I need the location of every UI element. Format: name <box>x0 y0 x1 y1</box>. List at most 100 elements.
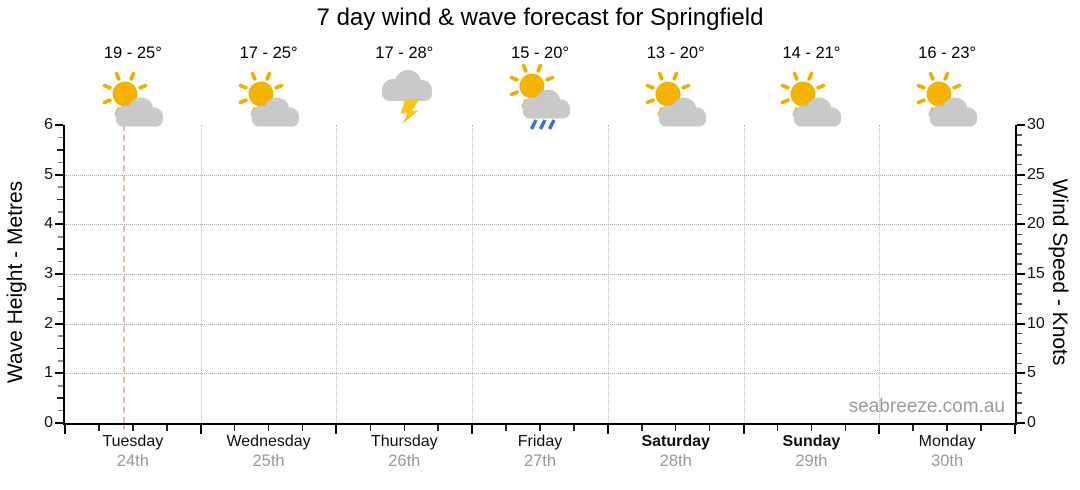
y-left-tick-label: 4 <box>44 215 53 233</box>
y-left-tick-label: 0 <box>44 414 53 431</box>
x-minor-tick <box>844 425 847 431</box>
y-right-tick-label: 20 <box>1027 215 1045 233</box>
vgridline <box>336 125 338 423</box>
hgridline <box>65 373 1015 375</box>
x-minor-tick <box>539 425 541 431</box>
y-right-tick <box>1017 322 1025 325</box>
x-minor-tick <box>641 425 643 431</box>
y-right-tick <box>1017 342 1022 345</box>
day-name-label: Saturday <box>641 433 710 450</box>
x-minor-tick <box>98 425 100 431</box>
y-right-tick <box>1017 144 1022 146</box>
day-date-label: 25th <box>252 452 285 470</box>
temperature-range-label: 19 - 25° <box>103 44 162 62</box>
y-right-tick <box>1017 173 1025 176</box>
y-left-tick-label: 2 <box>44 314 53 332</box>
day-date-label: 24th <box>116 452 149 470</box>
temperature-range-label: 14 - 21° <box>782 44 841 62</box>
current-time-line <box>123 125 126 423</box>
x-major-tick <box>335 425 338 434</box>
y-left-tick <box>57 298 63 300</box>
y-right-tick <box>1017 213 1022 216</box>
y-left-tick <box>58 211 63 213</box>
y-left-tick <box>55 422 63 424</box>
y-left-tick <box>58 260 63 263</box>
x-minor-tick <box>980 425 982 431</box>
temperature-range-label: 17 - 25° <box>239 44 298 62</box>
hgridline <box>65 323 1015 325</box>
y-right-tick <box>1017 352 1022 355</box>
y-right-tick <box>1017 382 1022 385</box>
day-name-label: Thursday <box>370 433 438 450</box>
thunderstorm-icon <box>368 60 440 128</box>
vgridline <box>879 125 881 423</box>
y-left-tick <box>57 149 63 151</box>
day-name-label: Tuesday <box>102 433 164 450</box>
y-left-tick <box>55 223 63 226</box>
day-date-label: 27th <box>523 452 557 470</box>
current-time-tick <box>123 425 126 430</box>
y-left-tick <box>58 310 63 312</box>
watermark: seabreeze.com.au <box>848 396 1005 417</box>
y-right-tick <box>1017 193 1022 196</box>
y-right-tick-label: 30 <box>1027 116 1045 133</box>
hgridline <box>65 174 1015 176</box>
y-left-tick <box>55 322 63 325</box>
y-right-tick-label: 10 <box>1027 314 1045 332</box>
day-name-label: Monday <box>918 433 976 450</box>
x-minor-tick <box>912 425 914 431</box>
x-minor-tick <box>267 425 270 431</box>
y-left-tick <box>55 124 63 126</box>
y-left-tick <box>57 248 63 250</box>
y-right-tick <box>1017 293 1022 295</box>
y-right-tick <box>1017 273 1025 275</box>
y-left-tick-label: 5 <box>44 165 53 183</box>
day-name-label: Sunday <box>782 433 841 450</box>
x-minor-tick <box>301 425 304 431</box>
y-left-tick <box>58 360 63 362</box>
vgridline <box>743 125 745 423</box>
y-right-tick <box>1017 303 1022 305</box>
x-minor-tick <box>233 425 236 431</box>
y-right-tick <box>1017 253 1022 255</box>
vgridline <box>200 125 202 423</box>
x-minor-tick <box>946 425 948 431</box>
y-right-tick <box>1017 134 1022 136</box>
y-right-tick <box>1017 163 1022 166</box>
y-left-tick <box>58 409 63 412</box>
x-major-tick <box>606 425 609 434</box>
y-right-tick <box>1017 283 1022 285</box>
partly-cloudy-icon <box>911 70 983 138</box>
x-major-tick <box>471 425 474 434</box>
x-minor-tick <box>369 425 372 431</box>
y-right-tick <box>1017 372 1025 375</box>
temperature-range-label: 17 - 28° <box>375 44 434 62</box>
temperature-range-label: 16 - 23° <box>918 44 977 62</box>
y-right-tick <box>1017 154 1022 156</box>
y-right-tick <box>1017 203 1022 206</box>
day-date-label: 29th <box>795 452 828 470</box>
y-left-tick <box>58 385 63 387</box>
x-major-tick <box>199 425 202 434</box>
y-right-tick <box>1017 312 1022 315</box>
x-minor-tick <box>505 425 507 431</box>
x-major-tick <box>1014 425 1016 434</box>
y-right-tick <box>1017 124 1025 126</box>
x-minor-tick <box>573 425 575 431</box>
partly-cloudy-icon <box>640 70 712 138</box>
day-name-label: Wednesday <box>226 433 311 450</box>
y-right-tick <box>1017 183 1022 186</box>
y-right-tick <box>1017 402 1022 404</box>
y-right-tick-label: 25 <box>1027 165 1045 183</box>
left-axis-spine <box>63 125 65 425</box>
temperature-range-label: 15 - 20° <box>511 44 569 62</box>
partly-cloudy-icon <box>775 70 847 138</box>
x-minor-tick <box>674 425 677 431</box>
x-minor-tick <box>403 425 406 431</box>
y-right-tick <box>1017 392 1022 394</box>
day-date-label: 28th <box>659 452 692 470</box>
y-right-tick <box>1017 233 1022 236</box>
hgridline <box>65 274 1015 275</box>
y-right-tick <box>1017 332 1022 335</box>
